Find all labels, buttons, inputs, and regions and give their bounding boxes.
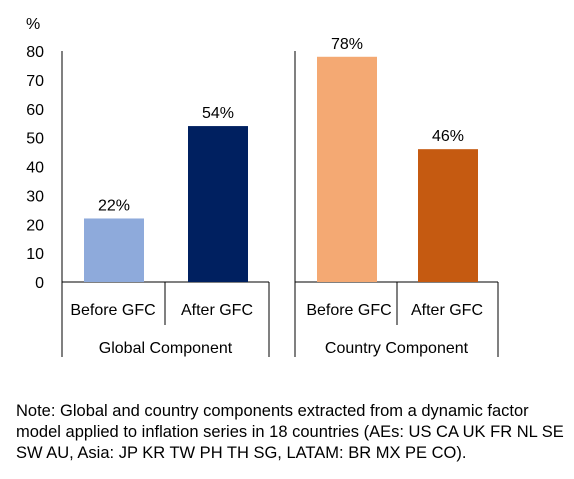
y-axis-label: %	[26, 16, 40, 33]
group-label: Country Component	[325, 340, 469, 357]
y-tick-label: 10	[26, 246, 44, 263]
category-label: After GFC	[411, 302, 483, 319]
bar	[317, 56, 377, 283]
y-tick-label: 0	[35, 275, 44, 292]
data-label: 46%	[432, 128, 464, 145]
y-tick-label: 30	[26, 188, 44, 205]
bar-chart-svg: % 0 10 20 30 40 50 60 70 80 22% Before GFC 54% After …	[26, 16, 499, 357]
data-label: 54%	[202, 105, 234, 122]
bar	[84, 218, 144, 282]
group-label: Global Component	[99, 340, 233, 357]
category-label: Before GFC	[70, 302, 155, 319]
y-tick-label: 60	[26, 102, 44, 119]
data-label: 78%	[331, 36, 363, 53]
y-tick-label: 40	[26, 160, 44, 177]
data-label: 22%	[98, 197, 130, 214]
bar	[188, 126, 248, 282]
y-tick-label: 50	[26, 131, 44, 148]
category-label: After GFC	[181, 302, 253, 319]
category-label: Before GFC	[306, 302, 391, 319]
bar	[418, 149, 478, 282]
y-tick-label: 20	[26, 217, 44, 234]
y-tick-label: 70	[26, 73, 44, 90]
y-tick-label: 80	[26, 44, 44, 61]
chart-note: Note: Global and country components extr…	[16, 402, 564, 462]
chart: % 0 10 20 30 40 50 60 70 80 22% Before GFC 54% After …	[26, 16, 499, 357]
